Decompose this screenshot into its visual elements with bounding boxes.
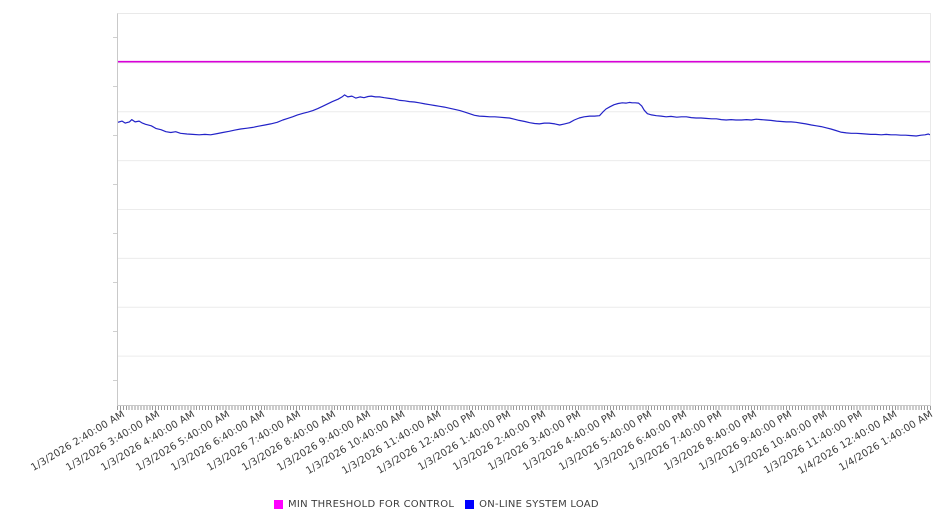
plot-area bbox=[117, 13, 931, 406]
legend-item-min-threshold: MIN THRESHOLD FOR CONTROL bbox=[274, 499, 454, 510]
legend-item-system-load: ON-LINE SYSTEM LOAD bbox=[465, 499, 599, 510]
legend-label-min-threshold: MIN THRESHOLD FOR CONTROL bbox=[288, 499, 455, 510]
legend: MIN THRESHOLD FOR CONTROL ON-LINE SYSTEM… bbox=[274, 497, 599, 512]
legend-label-system-load: ON-LINE SYSTEM LOAD bbox=[479, 499, 599, 510]
y-axis-minor-tick bbox=[113, 184, 117, 185]
threshold-legend-swatch-icon bbox=[274, 500, 283, 509]
y-axis-minor-tick bbox=[113, 380, 117, 381]
y-axis-minor-tick bbox=[113, 37, 117, 38]
system-load-legend-swatch-icon bbox=[465, 500, 475, 509]
y-axis-minor-tick bbox=[113, 331, 117, 332]
x-axis-minor-ticks bbox=[117, 406, 932, 410]
y-axis-minor-tick bbox=[113, 282, 117, 283]
y-axis-minor-tick bbox=[113, 135, 117, 136]
on-line-system-load-line bbox=[118, 94, 930, 137]
y-axis-minor-tick bbox=[113, 86, 117, 87]
plot-svg bbox=[118, 60, 930, 357]
y-axis-minor-tick bbox=[113, 233, 117, 234]
